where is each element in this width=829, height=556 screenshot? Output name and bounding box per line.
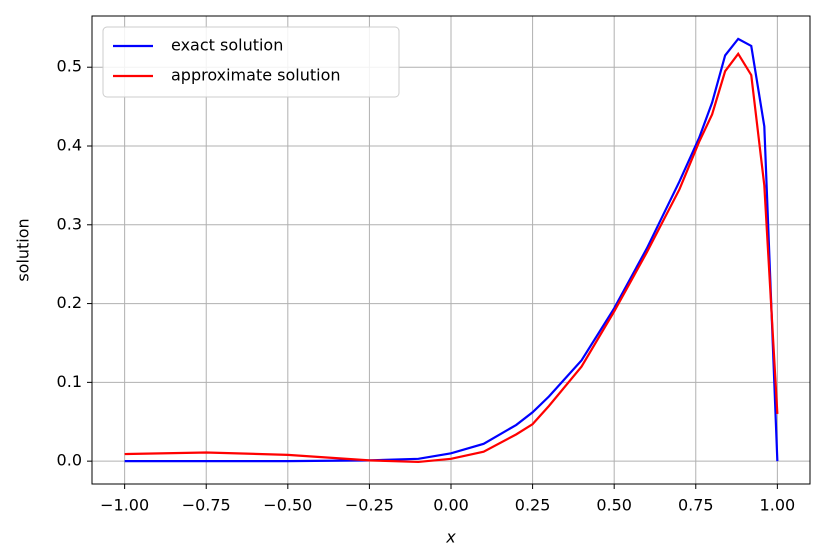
y-tick-label: 0.3 <box>57 214 82 233</box>
legend: exact solution approximate solution <box>102 26 400 98</box>
x-tick-label: −0.25 <box>345 496 394 515</box>
x-tick-label: −1.00 <box>100 496 149 515</box>
y-tick-label: 0.0 <box>57 451 82 470</box>
x-tick-label: 0.25 <box>515 496 551 515</box>
y-tick-label: 0.4 <box>57 136 82 155</box>
x-tick-label: −0.50 <box>263 496 312 515</box>
y-tick-label: 0.5 <box>57 57 82 76</box>
data-line <box>124 51 779 464</box>
x-axis-label: x <box>445 528 456 547</box>
x-tick-label: 0.75 <box>678 496 714 515</box>
plot-frame <box>91 15 811 485</box>
legend-label: approximate solution <box>171 66 341 85</box>
x-tick-label: 1.00 <box>760 496 796 515</box>
y-tick-label: 0.2 <box>57 293 82 312</box>
x-tick-label: 0.50 <box>596 496 632 515</box>
x-tick-label: −0.75 <box>182 496 231 515</box>
y-axis-label: solution <box>14 218 33 281</box>
x-tick-label: 0.00 <box>433 496 469 515</box>
legend-label: exact solution <box>171 36 283 55</box>
y-tick-label: 0.1 <box>57 372 82 391</box>
legend-box <box>102 26 400 98</box>
